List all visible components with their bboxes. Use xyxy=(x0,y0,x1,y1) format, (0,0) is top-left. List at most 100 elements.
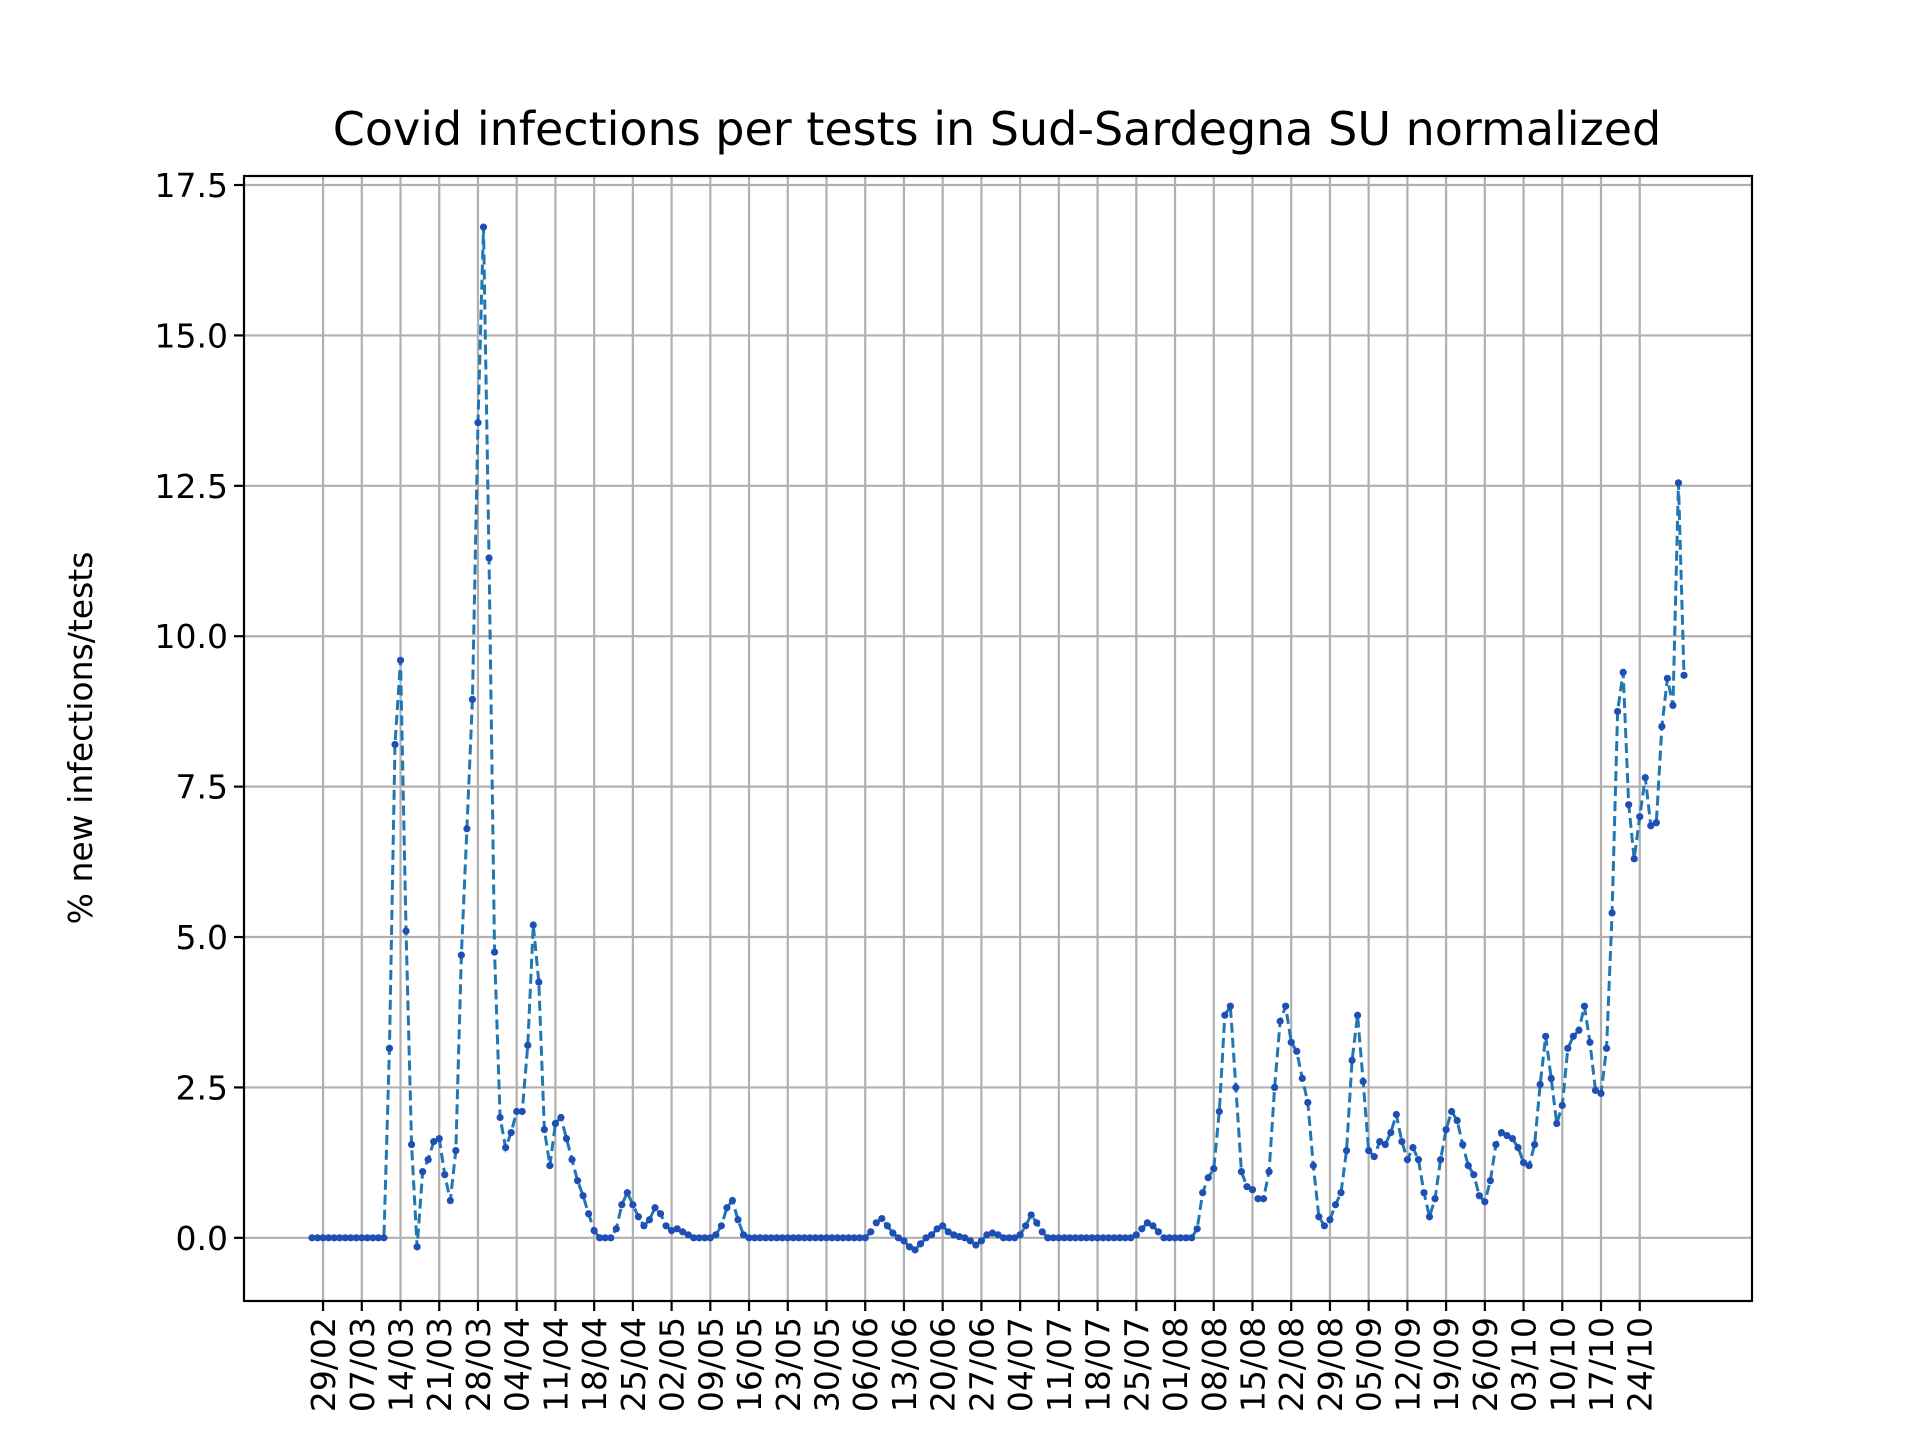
data-point xyxy=(457,951,465,959)
data-point xyxy=(585,1210,593,1218)
data-point xyxy=(1348,1056,1356,1064)
data-point xyxy=(850,1234,858,1242)
data-point xyxy=(1525,1162,1533,1170)
data-point xyxy=(1165,1234,1174,1242)
data-point xyxy=(1403,1156,1411,1164)
x-tick-label: 15/08 xyxy=(1233,1317,1272,1412)
data-point xyxy=(407,1140,416,1149)
x-tick-label: 11/07 xyxy=(1040,1317,1079,1412)
x-tick-label: 04/07 xyxy=(1001,1317,1040,1412)
data-point xyxy=(1630,855,1638,863)
data-point xyxy=(1387,1128,1395,1137)
data-point xyxy=(1342,1146,1351,1155)
data-point xyxy=(391,740,399,749)
data-point xyxy=(695,1234,703,1242)
data-point xyxy=(369,1234,377,1242)
x-tick-label: 06/06 xyxy=(846,1317,885,1412)
data-point xyxy=(845,1234,853,1242)
x-tick-label: 25/04 xyxy=(614,1317,653,1412)
data-point xyxy=(723,1204,731,1212)
data-point xyxy=(1663,674,1672,682)
data-point xyxy=(1232,1083,1240,1092)
data-point xyxy=(1475,1192,1483,1200)
data-point xyxy=(1127,1234,1135,1242)
data-point xyxy=(385,1044,394,1052)
data-point xyxy=(651,1204,659,1212)
data-point xyxy=(1116,1234,1124,1242)
data-point xyxy=(1442,1125,1450,1134)
data-point xyxy=(1569,1032,1577,1040)
data-point xyxy=(999,1234,1008,1242)
data-point xyxy=(811,1234,820,1242)
x-tick-label: 03/10 xyxy=(1505,1317,1544,1412)
data-point xyxy=(1105,1234,1113,1242)
y-tick-label: 0.0 xyxy=(176,1219,228,1258)
data-point xyxy=(374,1234,382,1242)
data-point xyxy=(1188,1234,1196,1242)
data-point xyxy=(1542,1032,1550,1040)
data-point xyxy=(1221,1011,1229,1019)
data-point xyxy=(402,927,410,935)
x-tick-label: 18/04 xyxy=(575,1317,614,1412)
data-point xyxy=(817,1234,825,1242)
data-point xyxy=(977,1237,986,1245)
data-point xyxy=(540,1125,548,1134)
data-point xyxy=(1193,1225,1201,1233)
data-point xyxy=(352,1234,360,1242)
data-point xyxy=(446,1196,454,1205)
data-point xyxy=(916,1240,925,1248)
data-point xyxy=(623,1189,631,1197)
data-point xyxy=(1237,1168,1246,1176)
data-point xyxy=(1022,1222,1030,1230)
data-point xyxy=(645,1216,654,1224)
data-point xyxy=(789,1234,797,1242)
data-point xyxy=(1093,1234,1102,1242)
data-point xyxy=(928,1231,936,1239)
data-point xyxy=(308,1234,316,1242)
data-point xyxy=(867,1228,875,1236)
data-point xyxy=(728,1196,737,1205)
data-point xyxy=(1010,1234,1019,1242)
y-tick-label: 7.5 xyxy=(176,768,228,807)
data-point xyxy=(1071,1234,1080,1242)
data-point xyxy=(1470,1171,1478,1179)
data-point xyxy=(1359,1077,1367,1086)
data-point xyxy=(380,1234,388,1242)
data-point xyxy=(1370,1153,1378,1161)
data-point xyxy=(828,1234,836,1242)
data-point xyxy=(1099,1234,1107,1242)
x-tick-label: 23/05 xyxy=(769,1317,808,1412)
data-point xyxy=(1453,1116,1461,1125)
data-point xyxy=(1265,1168,1273,1176)
data-point xyxy=(662,1222,670,1230)
data-point xyxy=(822,1234,831,1242)
data-point xyxy=(667,1227,676,1235)
data-point xyxy=(1049,1234,1057,1242)
data-point xyxy=(1276,1017,1284,1025)
data-point xyxy=(856,1234,864,1242)
data-point xyxy=(1044,1234,1052,1242)
data-point xyxy=(922,1234,930,1242)
data-point xyxy=(673,1225,681,1233)
data-point xyxy=(557,1113,565,1122)
data-point xyxy=(706,1234,714,1242)
data-point xyxy=(1298,1074,1306,1083)
x-tick-label: 14/03 xyxy=(382,1317,421,1412)
data-point xyxy=(1326,1216,1334,1224)
data-point xyxy=(745,1234,753,1242)
data-point xyxy=(773,1234,781,1242)
data-point xyxy=(1448,1107,1456,1116)
data-point xyxy=(717,1222,725,1230)
data-point xyxy=(1271,1083,1279,1092)
data-point xyxy=(502,1143,510,1152)
data-point xyxy=(358,1234,366,1242)
data-point xyxy=(1309,1162,1317,1170)
data-point xyxy=(579,1192,587,1200)
x-tick-label: 09/05 xyxy=(691,1317,730,1412)
data-point xyxy=(1176,1234,1185,1242)
data-point xyxy=(1492,1140,1500,1149)
x-tick-label: 17/10 xyxy=(1582,1317,1621,1412)
data-point xyxy=(441,1171,449,1179)
data-point xyxy=(1199,1189,1207,1197)
